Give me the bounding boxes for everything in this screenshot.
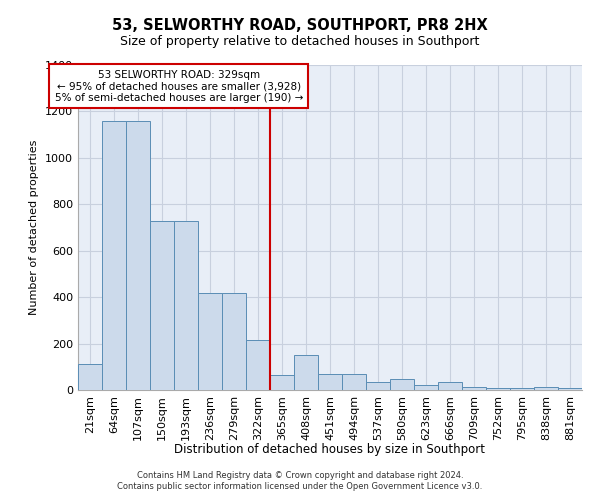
Bar — [174, 220, 198, 390]
Bar — [414, 386, 438, 390]
Text: 53, SELWORTHY ROAD, SOUTHPORT, PR8 2HX: 53, SELWORTHY ROAD, SOUTHPORT, PR8 2HX — [112, 18, 488, 32]
Bar — [294, 355, 318, 390]
Bar — [126, 120, 150, 390]
Bar — [78, 364, 102, 390]
Bar — [438, 382, 462, 390]
Bar — [198, 292, 222, 390]
Bar — [270, 375, 294, 390]
Bar — [462, 386, 486, 390]
Bar — [534, 386, 558, 390]
Y-axis label: Number of detached properties: Number of detached properties — [29, 140, 40, 315]
Bar — [366, 382, 390, 390]
Bar — [102, 120, 126, 390]
Text: Contains HM Land Registry data © Crown copyright and database right 2024.: Contains HM Land Registry data © Crown c… — [137, 471, 463, 480]
Bar — [510, 388, 534, 390]
Bar — [222, 292, 246, 390]
Text: 53 SELWORTHY ROAD: 329sqm
← 95% of detached houses are smaller (3,928)
5% of sem: 53 SELWORTHY ROAD: 329sqm ← 95% of detac… — [55, 70, 303, 103]
Text: Contains public sector information licensed under the Open Government Licence v3: Contains public sector information licen… — [118, 482, 482, 491]
Bar — [390, 379, 414, 390]
Bar — [318, 374, 342, 390]
Bar — [342, 374, 366, 390]
Text: Distribution of detached houses by size in Southport: Distribution of detached houses by size … — [175, 442, 485, 456]
Bar — [558, 388, 582, 390]
Bar — [150, 220, 174, 390]
Bar — [246, 340, 270, 390]
Text: Size of property relative to detached houses in Southport: Size of property relative to detached ho… — [121, 35, 479, 48]
Bar — [486, 388, 510, 390]
